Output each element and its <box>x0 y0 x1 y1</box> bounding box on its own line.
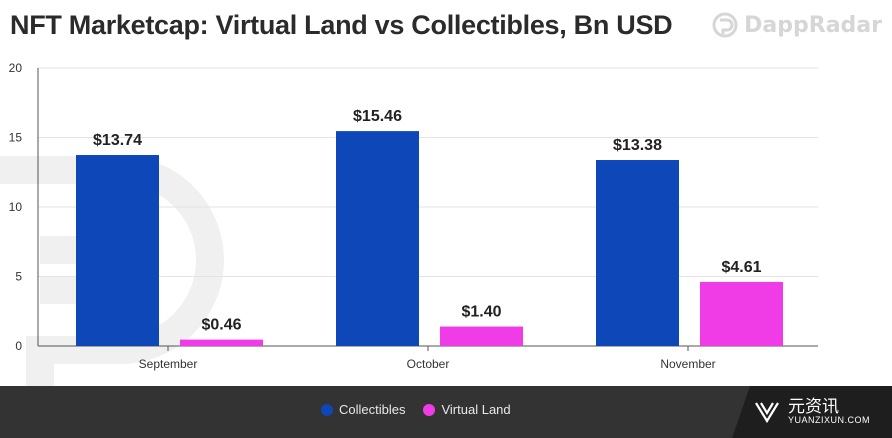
legend-label-collectibles: Collectibles <box>339 402 406 417</box>
data-label: $1.40 <box>461 304 501 321</box>
bar-collectibles-november <box>596 160 679 346</box>
watermark-en: YUANZIXUN.COM <box>788 415 871 426</box>
bar-virtual-land-november <box>700 281 783 346</box>
footer-bar: Collectibles Virtual Land 元资讯 YUANZIXUN.… <box>0 386 892 438</box>
data-label: $0.46 <box>201 317 241 334</box>
bar-virtual-land-october <box>440 326 523 346</box>
bar-collectibles-september <box>76 155 159 346</box>
legend-swatch-collectibles <box>321 403 333 416</box>
data-label: $15.46 <box>353 108 402 125</box>
y-tick-label: 20 <box>9 61 23 75</box>
x-tick-label: September <box>139 357 198 371</box>
data-label: $4.61 <box>721 259 761 276</box>
bar-chart: 0 5 10 15 20 $13.74 $0.46 September $15.46 $1.40 O… <box>9 61 818 371</box>
y-tick-label: 15 <box>9 131 23 145</box>
yuanzixun-watermark: 元资讯 YUANZIXUN.COM <box>732 386 892 438</box>
brand-name: DappRadar <box>744 12 882 38</box>
x-tick-label: October <box>407 357 450 371</box>
y-tick-label: 5 <box>15 270 22 284</box>
x-tick-label: November <box>660 357 715 371</box>
data-label: $13.74 <box>93 132 142 149</box>
data-label: $13.38 <box>613 137 662 154</box>
yuanzixun-logo-icon <box>755 402 779 424</box>
legend-item-virtual-land: Virtual Land <box>423 402 511 417</box>
watermark-cn: 元资讯 <box>788 396 839 417</box>
chart-legend: Collectibles Virtual Land <box>321 402 511 417</box>
dappradar-logo-icon <box>712 12 738 38</box>
bar-collectibles-october <box>336 131 419 346</box>
bar-virtual-land-september <box>180 339 263 346</box>
chart-title: NFT Marketcap: Virtual Land vs Collectib… <box>10 10 673 40</box>
legend-item-collectibles: Collectibles <box>321 402 405 417</box>
legend-swatch-virtual-land <box>423 403 436 416</box>
y-tick-label: 10 <box>9 200 23 214</box>
legend-label-virtual-land: Virtual Land <box>441 402 511 417</box>
y-tick-label: 0 <box>15 339 22 353</box>
dappradar-brand: DappRadar <box>712 10 882 40</box>
